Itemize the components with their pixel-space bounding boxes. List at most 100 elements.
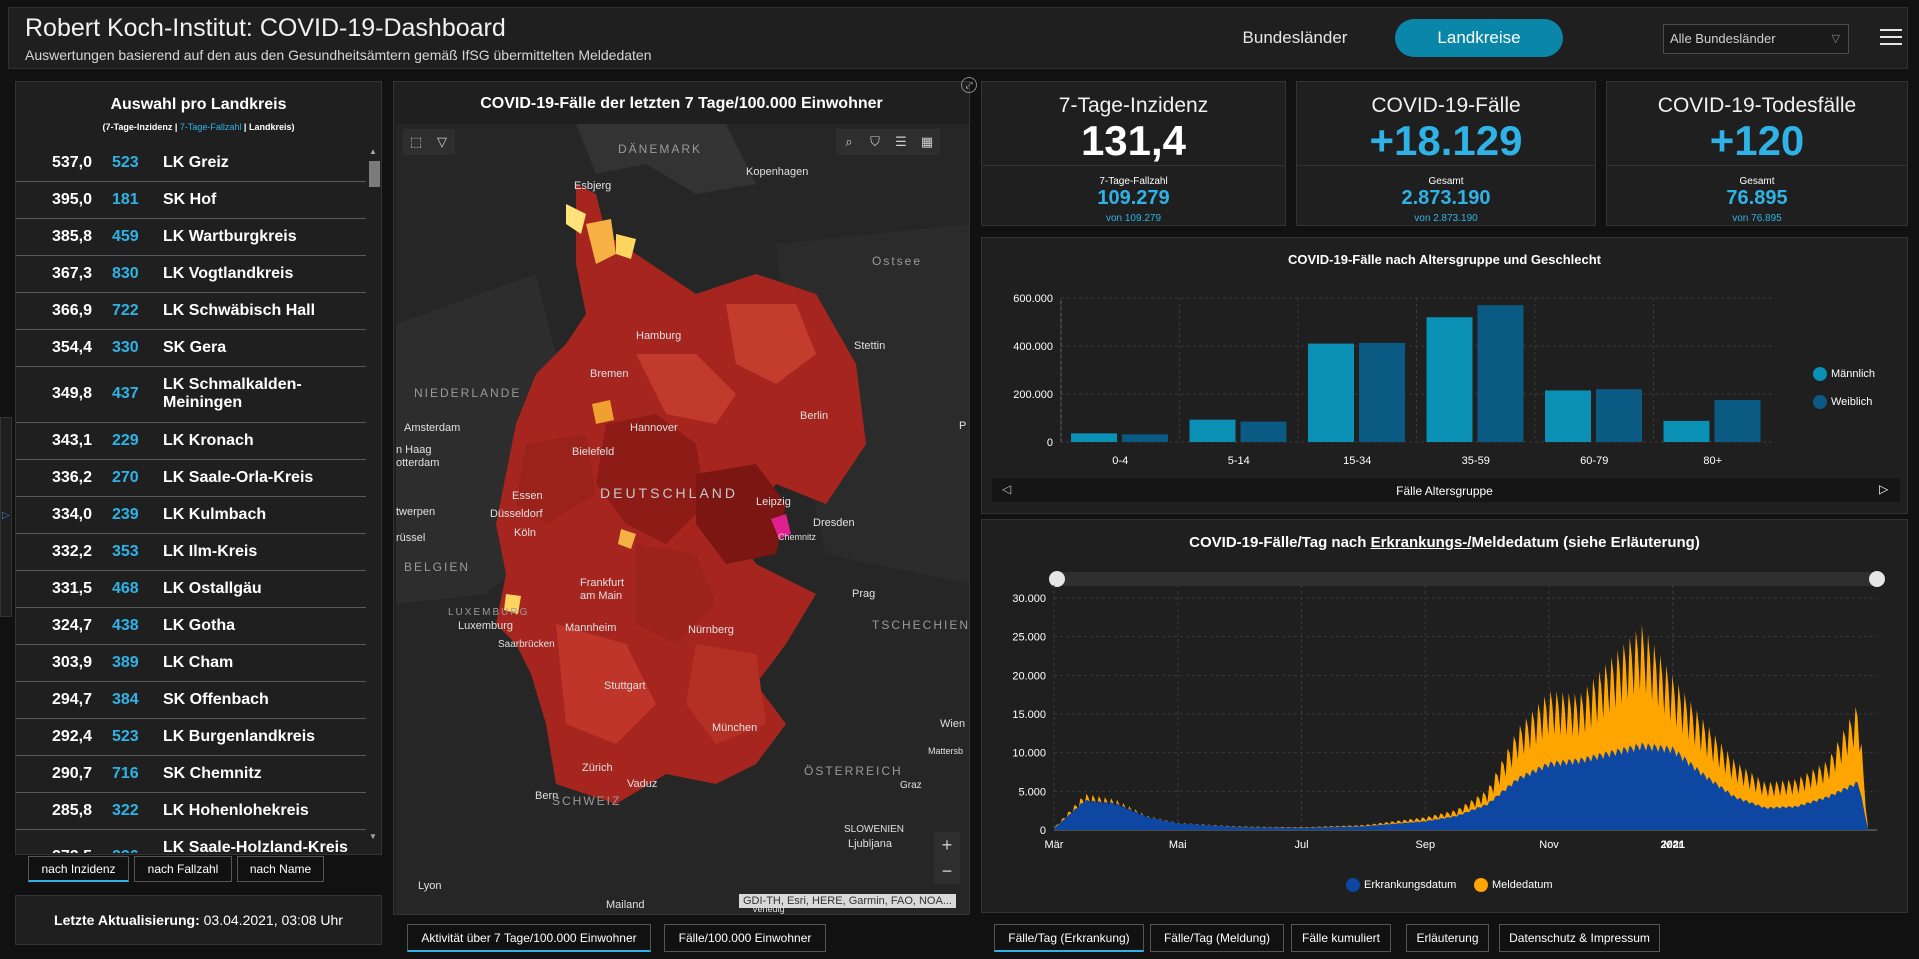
scroll-down-icon[interactable]: ▼ xyxy=(369,832,377,841)
list-scrollbar[interactable]: ▲ ▼ xyxy=(368,147,380,847)
zoom-in-button[interactable]: + xyxy=(934,832,960,858)
map-canvas[interactable]: DÄNEMARK Kopenhagen Esbjerg Ostsee Hambu… xyxy=(396,124,969,914)
dropdown-icon[interactable]: ▽ xyxy=(429,129,455,155)
legend-report: Meldedatum xyxy=(1474,878,1553,892)
sort-by-name-button[interactable]: nach Name xyxy=(237,856,324,882)
list-item[interactable]: 272,5 226LK Saale-Holzland-Kreis xyxy=(16,830,366,853)
map-label: twerpen xyxy=(396,506,436,518)
daily-chart-panel: COVID-19-Fälle/Tag nach Erkrankungs-/Mel… xyxy=(981,519,1908,913)
list-item[interactable]: 292,4 523 LK Burgenlandkreis xyxy=(16,719,366,756)
scroll-up-icon[interactable]: ▲ xyxy=(369,147,377,156)
list-item[interactable]: 324,7 438 LK Gotha xyxy=(16,608,366,645)
tab-explanation[interactable]: Erläuterung xyxy=(1406,924,1489,952)
legend-part-highlight: 7-Tage-Fallzahl xyxy=(179,122,242,132)
tab-cumulative[interactable]: Fälle kumuliert xyxy=(1291,924,1391,952)
map-label: DÄNEMARK xyxy=(618,142,703,156)
search-icon[interactable]: ⌕ xyxy=(836,129,862,155)
list-item[interactable]: 334,0 239 LK Kulmbach xyxy=(16,497,366,534)
daily-chart-title: COVID-19-Fälle/Tag nach Erkrankungs-/Mel… xyxy=(982,534,1907,551)
title-part-link[interactable]: Erkrankungs-/ xyxy=(1370,534,1472,551)
list-item[interactable]: 343,1 229 LK Kronach xyxy=(16,423,366,460)
list-item[interactable]: 285,8 322 LK Hohenlohekreis xyxy=(16,793,366,830)
chevron-left-icon[interactable]: ◁ xyxy=(1002,482,1012,496)
scroll-thumb[interactable] xyxy=(369,161,380,187)
map-label: Berlin xyxy=(800,410,829,422)
map-label: LUXEMBURG xyxy=(448,607,530,618)
bookmark-icon[interactable]: ⛉ xyxy=(862,129,888,155)
map-label: Mattersb xyxy=(928,746,964,756)
x-tick-label: Sep xyxy=(1415,839,1435,851)
tab-bundeslaender[interactable]: Bundesländer xyxy=(1242,28,1348,47)
district-name: SK Gera xyxy=(163,339,227,356)
map-label: Zürich xyxy=(582,762,613,774)
incidence-value: 324,7 xyxy=(51,617,92,634)
list-item[interactable]: 366,9 722 LK Schwäbisch Hall xyxy=(16,293,366,330)
incidence-value: 349,8 xyxy=(51,385,92,402)
incidence-value: 336,2 xyxy=(51,469,92,486)
tab-daily-onset[interactable]: Fälle/Tag (Erkrankung) xyxy=(994,924,1144,952)
list-item[interactable]: 354,4 330 SK Gera xyxy=(16,330,366,367)
list-item[interactable]: 336,2 270 LK Saale-Orla-Kreis xyxy=(16,460,366,497)
map-label: Chemnitz xyxy=(778,532,817,542)
case-count: 181 xyxy=(112,191,139,208)
case-count: 830 xyxy=(112,265,139,282)
map-label: NIEDERLANDE xyxy=(414,386,522,400)
chevron-right-icon[interactable]: ▷ xyxy=(1879,482,1889,496)
map-tab-activity[interactable]: Aktivität über 7 Tage/100.000 Einwohner xyxy=(407,924,651,952)
list-item[interactable]: 303,9 389 LK Cham xyxy=(16,645,366,682)
menu-icon[interactable] xyxy=(1880,29,1902,47)
select-tool-icon[interactable]: ⬚ xyxy=(403,129,429,155)
map-label: TSCHECHIEN xyxy=(872,618,969,632)
basemap-gallery-icon[interactable]: ▦ xyxy=(914,129,940,155)
incidence-value: 343,1 xyxy=(51,432,92,449)
legend-label: Erkrankungsdatum xyxy=(1364,878,1457,891)
sort-by-incidence-button[interactable]: nach Inzidenz xyxy=(28,856,129,882)
bar xyxy=(1308,343,1354,442)
map-label: SLOWENIEN xyxy=(844,824,905,835)
daily-chart: 0 5.000 10.000 15.000 20.000 25.000 30.000 Mär M… xyxy=(1012,571,1885,851)
age-chart-scrollbar[interactable] xyxy=(992,478,1900,502)
legend-part: (7-Tage-Inzidenz | xyxy=(102,122,180,132)
list-item[interactable]: 294,7 384 SK Offenbach xyxy=(16,682,366,719)
case-count: 468 xyxy=(112,580,139,597)
bar xyxy=(1240,421,1287,442)
district-name: LK Saale-Holzland-Kreis xyxy=(163,839,348,853)
list-item[interactable]: 395,0 181 SK Hof xyxy=(16,182,366,219)
map-label: Luxemburg xyxy=(458,620,514,632)
list-item[interactable]: 349,8 437 LK Schmalkalden-Meiningen xyxy=(16,367,366,423)
tab-daily-report[interactable]: Fälle/Tag (Meldung) xyxy=(1150,924,1284,952)
map-label: Essen xyxy=(512,490,543,502)
list-item[interactable]: 537,0 523 LK Greiz xyxy=(16,145,366,182)
incidence-value: 332,2 xyxy=(51,543,92,560)
list-item[interactable]: 331,5 468 LK Ostallgäu xyxy=(16,571,366,608)
tab-landkreise[interactable]: Landkreise xyxy=(1395,19,1563,57)
zoom-out-button[interactable]: − xyxy=(934,858,960,884)
tab-privacy[interactable]: Datenschutz & Impressum xyxy=(1499,924,1660,952)
bar xyxy=(1545,390,1591,442)
state-select[interactable]: Alle Bundesländer ▽ xyxy=(1663,24,1849,54)
case-count: 384 xyxy=(112,691,139,708)
list-item[interactable]: 290,7 716 SK Chemnitz xyxy=(16,756,366,793)
expand-icon[interactable]: ⤢ xyxy=(961,77,977,93)
sort-by-count-button[interactable]: nach Fallzahl xyxy=(134,856,232,882)
list-item[interactable]: 385,8 459 LK Wartburgkreis xyxy=(16,219,366,256)
district-name: LK Greiz xyxy=(163,154,229,171)
incidence-value: 385,8 xyxy=(51,228,92,245)
side-panel-toggle[interactable]: ▷ xyxy=(0,417,12,617)
incidence-value: 272,5 xyxy=(26,848,92,853)
kpi-sub-label: Gesamt xyxy=(1739,176,1775,187)
list-title: Auswahl pro Landkreis xyxy=(110,96,287,113)
case-count: 270 xyxy=(112,469,139,486)
kpi-sub-value: 76.895 xyxy=(1726,187,1788,209)
map-label: Hamburg xyxy=(636,330,682,342)
case-count: 523 xyxy=(112,728,139,745)
incidence-value: 537,0 xyxy=(51,154,92,171)
y-tick-label: 0 xyxy=(1047,437,1053,449)
case-count: 389 xyxy=(112,654,139,671)
map-tab-cases[interactable]: Fälle/100.000 Einwohner xyxy=(664,924,826,952)
list-item[interactable]: 332,2 353 LK Ilm-Kreis xyxy=(16,534,366,571)
layer-list-icon[interactable]: ☰ xyxy=(888,129,914,155)
range-slider-track xyxy=(1054,572,1880,586)
case-count: 239 xyxy=(112,506,139,523)
list-item[interactable]: 367,3 830 LK Vogtlandkreis xyxy=(16,256,366,293)
